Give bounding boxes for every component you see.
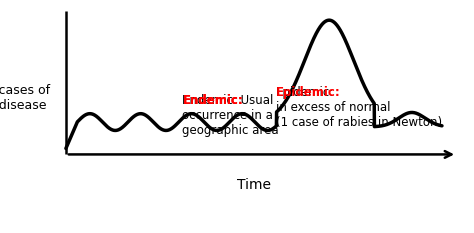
Text: Endemic: Usual
occurrence in a
geographic area: Endemic: Usual occurrence in a geographi… — [182, 94, 279, 137]
Text: Endemic:: Endemic: — [182, 94, 243, 107]
Text: Endemic:: Endemic: — [182, 94, 243, 107]
Text: Epidemic:: Epidemic: — [276, 86, 340, 99]
Text: # cases of
a disease: # cases of a disease — [0, 84, 50, 112]
Text: Epidemic:
in excess of normal
(1 case of rabies in Newton): Epidemic: in excess of normal (1 case of… — [276, 86, 442, 129]
Text: Time: Time — [237, 178, 271, 192]
